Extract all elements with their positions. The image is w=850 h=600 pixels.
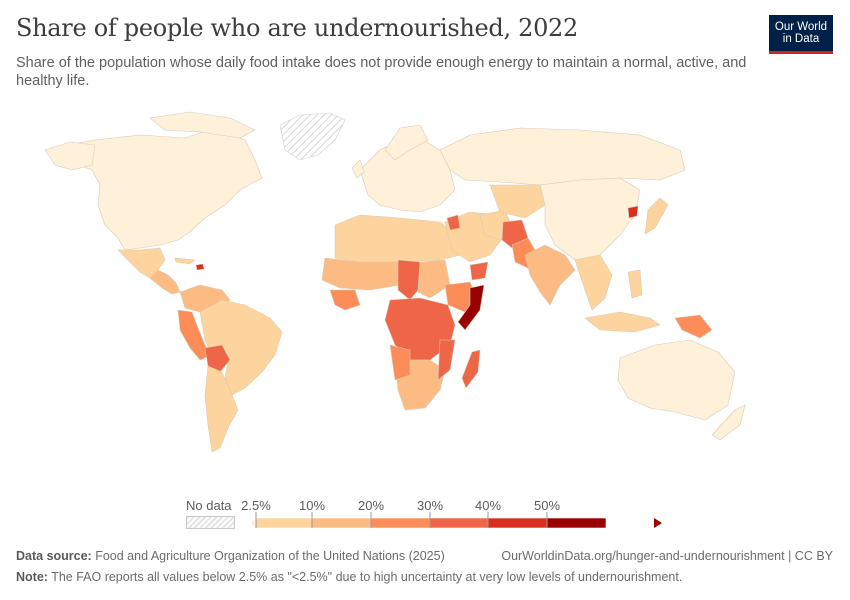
region-north-africa[interactable] bbox=[334, 214, 461, 263]
chart-title: Share of people who are undernourished, … bbox=[16, 14, 578, 42]
region-alaska[interactable] bbox=[44, 141, 96, 171]
source-label: Data source: bbox=[16, 549, 92, 563]
legend-tick-label: 10% bbox=[298, 498, 326, 513]
source-text: Food and Agriculture Organization of the… bbox=[95, 549, 445, 563]
region-west-africa-coast[interactable] bbox=[329, 289, 361, 311]
footer-url[interactable]: OurWorldinData.org/hunger-and-undernouri… bbox=[501, 549, 833, 563]
region-angola[interactable] bbox=[389, 344, 411, 381]
region-india[interactable] bbox=[524, 244, 576, 306]
region-syria[interactable] bbox=[446, 214, 461, 231]
region-canada-islands[interactable] bbox=[149, 111, 256, 139]
legend-bin-3[interactable] bbox=[370, 517, 431, 529]
region-australia[interactable] bbox=[617, 339, 736, 421]
logo-line-2: in Data bbox=[782, 33, 820, 45]
region-southern-cone[interactable] bbox=[204, 365, 239, 453]
region-madagascar[interactable] bbox=[461, 349, 481, 389]
legend-bin-2[interactable] bbox=[311, 517, 372, 529]
region-central-america[interactable] bbox=[149, 269, 181, 295]
region-new-zealand[interactable] bbox=[711, 404, 746, 441]
region-papua-new-guinea[interactable] bbox=[674, 314, 713, 339]
region-central-asia[interactable] bbox=[489, 184, 546, 219]
legend-start-cap bbox=[251, 518, 256, 528]
legend-end-arrow bbox=[654, 518, 662, 528]
region-russia[interactable] bbox=[439, 127, 686, 186]
note-text: The FAO reports all values below 2.5% as… bbox=[51, 570, 683, 584]
region-haiti[interactable] bbox=[195, 263, 205, 271]
legend-no-data-label: No data bbox=[186, 498, 232, 513]
footer-source: Data source: Food and Agriculture Organi… bbox=[16, 549, 445, 563]
note-label: Note: bbox=[16, 570, 48, 584]
region-southeast-asia[interactable] bbox=[574, 254, 613, 311]
legend-bin-5[interactable] bbox=[487, 517, 548, 529]
legend-tick-label: 20% bbox=[357, 498, 385, 513]
region-indonesia[interactable] bbox=[584, 311, 661, 333]
owid-logo[interactable]: Our World in Data bbox=[769, 15, 833, 54]
region-yemen[interactable] bbox=[469, 261, 489, 281]
legend-no-data-swatch[interactable] bbox=[186, 516, 235, 529]
region-scandinavia[interactable] bbox=[384, 124, 429, 161]
region-chad-sudan[interactable] bbox=[397, 259, 421, 301]
legend-color-bar[interactable] bbox=[250, 510, 665, 534]
region-bolivia[interactable] bbox=[204, 344, 231, 373]
footer-note: Note: The FAO reports all values below 2… bbox=[16, 570, 682, 584]
region-cuba[interactable] bbox=[174, 257, 196, 265]
logo-line-1: Our World bbox=[774, 20, 828, 33]
region-greenland[interactable] bbox=[279, 112, 346, 161]
legend-bin-1[interactable] bbox=[255, 517, 313, 529]
region-uk[interactable] bbox=[351, 159, 365, 179]
region-somalia[interactable] bbox=[457, 284, 485, 331]
legend-tick-label: 30% bbox=[416, 498, 444, 513]
region-sahel[interactable] bbox=[321, 257, 401, 291]
legend-tick-label: 40% bbox=[474, 498, 502, 513]
legend-bin-6[interactable] bbox=[546, 517, 607, 529]
region-north-korea[interactable] bbox=[627, 205, 639, 219]
region-japan[interactable] bbox=[644, 197, 669, 235]
chart-subtitle: Share of the population whose daily food… bbox=[16, 55, 747, 89]
region-sudan[interactable] bbox=[417, 259, 451, 299]
legend-tick-label: 2.5% bbox=[241, 498, 271, 513]
world-map[interactable] bbox=[0, 100, 850, 490]
region-philippines[interactable] bbox=[627, 269, 643, 299]
legend-tick-label: 50% bbox=[533, 498, 561, 513]
region-mozambique[interactable] bbox=[437, 339, 456, 381]
legend-bin-4[interactable] bbox=[429, 517, 489, 529]
region-china-mongolia[interactable] bbox=[539, 177, 641, 261]
